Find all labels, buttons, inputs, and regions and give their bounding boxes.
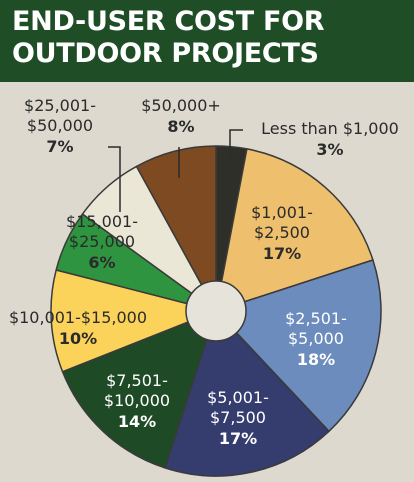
slice-value-15001_25000: 6%	[88, 253, 115, 272]
slice-label-2501_5000: $2,501-$5,000 18%	[285, 309, 347, 369]
slice-label-50000plus: $50,000+ 8%	[141, 96, 221, 136]
leader-lines	[108, 129, 243, 212]
chart-title-line-1: END-USER COST FOR	[12, 6, 325, 37]
title-bar: END-USER COST FOR OUTDOOR PROJECTS	[0, 0, 414, 82]
slice-label-7501_10000: $7,501-$10,000 14%	[104, 371, 170, 431]
slice-label-lt1000: Less than $1,000 3%	[261, 119, 399, 159]
pie-center-hole	[185, 280, 247, 342]
leader-line-lt1000	[229, 129, 243, 158]
leader-line-25001_50000	[108, 146, 121, 212]
slice-label-line-15001_25000-0: $15,001-	[66, 212, 138, 231]
slice-label-line-7501_10000-1: $10,000	[104, 391, 170, 410]
slice-label-line-5001_7500-1: $7,500	[210, 408, 266, 427]
slice-label-line-15001_25000-1: $25,000	[69, 232, 135, 251]
pie-slice-7501_10000	[61, 310, 217, 469]
slice-value-1001_2500: 17%	[263, 244, 301, 263]
pie-slice-10001_15000	[50, 269, 217, 373]
slice-label-5001_7500: $5,001-$7,500 17%	[207, 388, 269, 448]
pie-slices	[50, 145, 382, 477]
slice-label-15001_25000: $15,001-$25,000 6%	[66, 212, 138, 272]
slice-label-line-1001_2500-0: $1,001-	[251, 203, 313, 222]
slice-value-2501_5000: 18%	[297, 350, 335, 369]
slice-value-10001_15000: 10%	[59, 329, 97, 348]
pie-slice-5001_7500	[164, 310, 330, 477]
slice-label-line-7501_10000-0: $7,501-	[106, 371, 168, 390]
slice-value-lt1000: 3%	[316, 140, 343, 159]
slice-label-10001_15000: $10,001-$15,000 10%	[9, 308, 147, 348]
slice-value-50000plus: 8%	[167, 117, 194, 136]
slice-label-line-lt1000-0: Less than $1,000	[261, 119, 399, 138]
pie-slice-50000plus	[135, 145, 217, 312]
slice-value-7501_10000: 14%	[118, 412, 156, 431]
slice-label-25001_50000: $25,001-$50,000 7%	[24, 96, 96, 156]
pie-slice-1001_2500	[215, 148, 374, 312]
slice-label-line-2501_5000-1: $5,000	[288, 329, 344, 348]
pie-slice-2501_5000	[215, 259, 382, 433]
chart-title-line-2: OUTDOOR PROJECTS	[12, 38, 319, 69]
slice-value-25001_50000: 7%	[46, 137, 73, 156]
slice-label-line-1001_2500-1: $2,500	[254, 223, 310, 242]
slice-value-5001_7500: 17%	[219, 429, 257, 448]
slice-label-line-50000plus-0: $50,000+	[141, 96, 221, 115]
slice-label-1001_2500: $1,001-$2,500 17%	[251, 203, 313, 263]
slice-label-line-25001_50000-0: $25,001-	[24, 96, 96, 115]
slice-label-line-25001_50000-1: $50,000	[27, 116, 93, 135]
slice-label-line-2501_5000-0: $2,501-	[285, 309, 347, 328]
slice-label-line-10001_15000-0: $10,001-$15,000	[9, 308, 147, 327]
slice-labels: Less than $1,000 3% $1,001-$2,500 17% $2,501…	[9, 96, 399, 448]
slice-label-line-5001_7500-0: $5,001-	[207, 388, 269, 407]
